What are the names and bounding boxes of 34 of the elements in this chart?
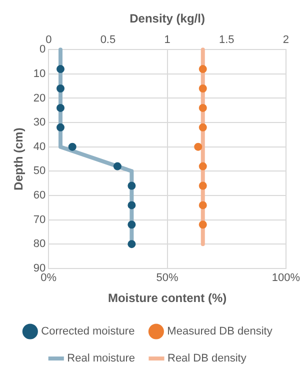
x-tick-label: 50% (156, 272, 179, 284)
y-axis-title: Depth (cm) (12, 128, 26, 190)
legend-label: Real moisture (67, 352, 135, 365)
y-tick-label: 70 (33, 214, 46, 226)
y-tick-label: 80 (33, 238, 46, 250)
point (128, 240, 136, 248)
y-tick-label: 90 (33, 262, 46, 274)
point (113, 162, 122, 170)
point (128, 220, 136, 229)
y-tick-label: 10 (33, 68, 46, 80)
x-tick-label: 0% (40, 272, 57, 284)
y-tick-label: 50 (33, 165, 46, 178)
x2-tick-label: 1.5 (218, 34, 234, 46)
x2-tick-label: 1 (164, 34, 170, 46)
legend-label: Measured DB density (167, 326, 273, 338)
y-tick-label: 30 (33, 116, 46, 129)
x2-tick-label: 0.5 (100, 34, 116, 46)
y-tick-label: 60 (33, 190, 46, 202)
point (56, 65, 64, 74)
point (128, 201, 136, 210)
y-tick-label: 0 (40, 44, 46, 56)
point (56, 104, 64, 112)
point (68, 142, 76, 151)
x-tick-label: 100% (272, 272, 300, 284)
x2-tick-label: 2 (282, 34, 289, 46)
point (128, 182, 136, 190)
x2-axis-title: Density (kg/l) (130, 12, 205, 26)
legend-label: Real DB density (167, 352, 247, 365)
point (56, 84, 64, 92)
y-tick-label: 20 (33, 92, 46, 104)
y-tick-label: 40 (33, 140, 46, 153)
point (56, 123, 64, 132)
legend-label: Corrected moisture (41, 326, 135, 338)
x-axis-title: Moisture content (%) (108, 291, 227, 306)
